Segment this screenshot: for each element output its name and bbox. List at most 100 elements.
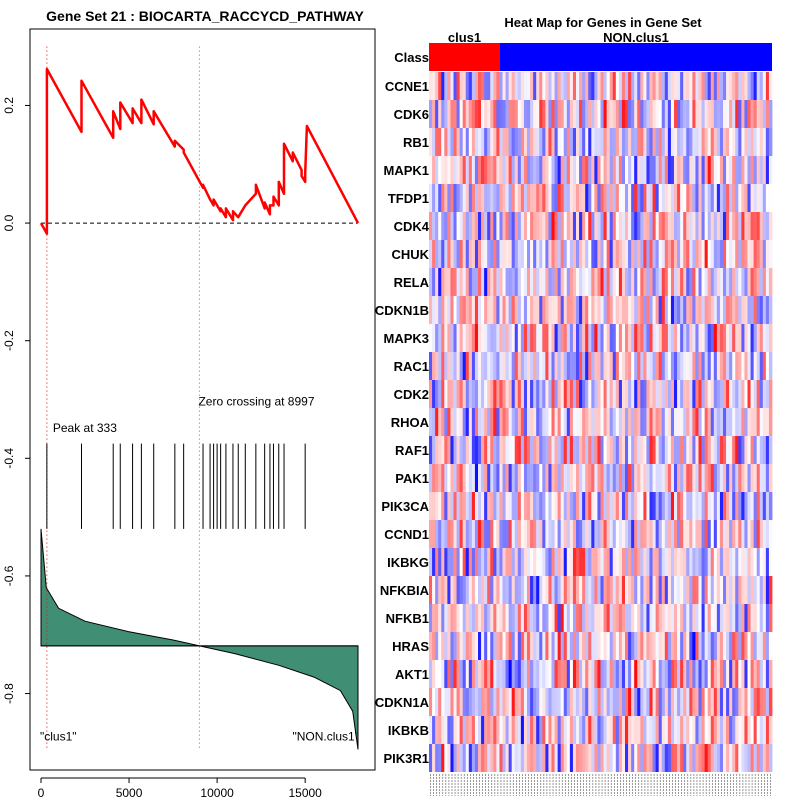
heatmap-cell (704, 380, 709, 408)
heatmap-cell (765, 632, 770, 660)
heatmap-cell (551, 268, 555, 296)
heatmap-cell (456, 548, 461, 576)
heatmap-cell (741, 240, 745, 268)
heatmap-cell (768, 520, 773, 548)
y-tick-label: -0.2 (2, 330, 16, 351)
heatmap-cell (444, 688, 448, 716)
heatmap-cell (474, 128, 479, 156)
heatmap-cell (554, 156, 559, 184)
heatmap-cell (618, 72, 623, 100)
heatmap-cell (582, 184, 586, 212)
heatmap-cell (759, 268, 764, 296)
heatmap-cell (677, 184, 681, 212)
x-tick-label: 0 (38, 786, 45, 800)
heatmap-cell (695, 156, 699, 184)
heatmap-cell (545, 240, 549, 268)
heatmap-cell (726, 660, 730, 688)
heatmap-cell (465, 212, 470, 240)
heatmap-cell (456, 576, 461, 604)
heatmap-cell (453, 548, 457, 576)
heatmap-cell (631, 184, 635, 212)
heatmap-cell (631, 156, 635, 184)
heatmap-cell (438, 660, 442, 688)
heatmap-cell (530, 632, 534, 660)
heatmap-cell (536, 716, 540, 744)
heatmap-cell (649, 660, 653, 688)
heatmap-cell (738, 520, 742, 548)
heatmap-cell (667, 688, 672, 716)
heatmap-cell (462, 408, 467, 436)
heatmap-cell (453, 156, 457, 184)
heatmap-cell (735, 156, 739, 184)
heatmap-cell (554, 240, 559, 268)
heatmap-cell (438, 156, 442, 184)
heatmap-cell (579, 212, 583, 240)
heatmap-cell (707, 492, 712, 520)
heatmap-cell (499, 380, 503, 408)
heatmap-cell (729, 324, 733, 352)
heatmap-cell (713, 380, 718, 408)
heatmap-cell (710, 632, 715, 660)
heatmap-cell (432, 156, 436, 184)
heatmap-cell (643, 212, 647, 240)
heatmap-cell (683, 268, 687, 296)
heatmap-cell (508, 324, 513, 352)
heatmap-cell (692, 240, 696, 268)
heatmap-cell (670, 576, 675, 604)
heatmap-cell (456, 100, 461, 128)
heatmap-cell (502, 660, 506, 688)
heatmap-cell (429, 240, 433, 268)
heatmap-cell (459, 408, 464, 436)
heatmap-cell (502, 352, 506, 380)
heatmap-row (429, 744, 773, 772)
heatmap-cell (539, 604, 543, 632)
heatmap-cell (536, 156, 540, 184)
heatmap-cell (612, 72, 617, 100)
heatmap-cell (753, 576, 758, 604)
heatmap-cell (487, 576, 491, 604)
heatmap-cell (505, 716, 510, 744)
heatmap-cell (566, 240, 571, 268)
heatmap-cell (548, 128, 552, 156)
heatmap-cell (536, 436, 540, 464)
heatmap-cell (719, 380, 724, 408)
heatmap-cell (625, 156, 629, 184)
heatmap-cell (753, 408, 758, 436)
heatmap-cell (621, 716, 626, 744)
heatmap-cell (661, 212, 666, 240)
heatmap-cell (759, 604, 764, 632)
heatmap-cell (652, 744, 657, 772)
heatmap-cell (683, 492, 687, 520)
gene-label: CDKN1B (375, 303, 429, 318)
heatmap-cell (729, 632, 733, 660)
heatmap-cell (732, 72, 736, 100)
heatmap-cell (698, 492, 702, 520)
heatmap-cell (572, 184, 577, 212)
heatmap-cell (719, 548, 724, 576)
heatmap-cell (698, 184, 702, 212)
heatmap-cell (686, 744, 690, 772)
heatmap-cell (542, 492, 546, 520)
heatmap-cell (542, 128, 546, 156)
heatmap-cell (435, 632, 439, 660)
class-name-label: clus1 (448, 30, 481, 45)
heatmap-cell (713, 408, 718, 436)
heatmap-cell (499, 716, 503, 744)
heatmap-cell (572, 548, 577, 576)
heatmap-cell (670, 492, 675, 520)
heatmap-cell (603, 408, 608, 436)
heatmap-cell (462, 744, 467, 772)
heatmap-cell (713, 632, 718, 660)
heatmap-cell (474, 688, 479, 716)
heatmap-cell (551, 184, 555, 212)
heatmap-cell (637, 716, 641, 744)
heatmap-cell (441, 128, 445, 156)
heatmap-cell (628, 520, 632, 548)
heatmap-cell (579, 72, 583, 100)
heatmap-cell (732, 240, 736, 268)
heatmap-cell (735, 660, 739, 688)
heatmap-cell (563, 576, 568, 604)
heatmap-cell (701, 352, 706, 380)
heatmap-cell (554, 744, 559, 772)
heatmap-cell (729, 184, 733, 212)
